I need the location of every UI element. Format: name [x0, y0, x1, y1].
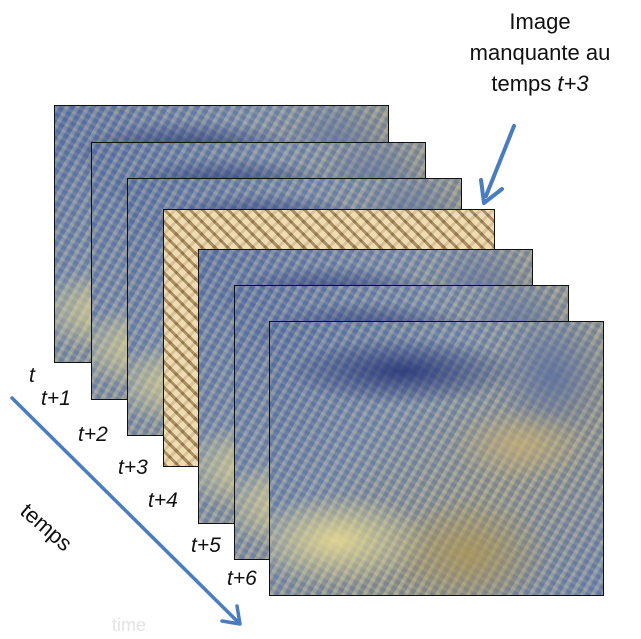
- time-label-t+6: t+6: [227, 567, 257, 590]
- time-label-t+5: t+5: [191, 534, 221, 557]
- annotation-arrow: [479, 124, 516, 205]
- annotation-time-t+3: t+3: [557, 71, 589, 96]
- annotation-line-3: temps t+3: [440, 68, 640, 99]
- time-label-t+3: t+3: [118, 456, 148, 479]
- time-label-t+1: t+1: [41, 387, 71, 410]
- watermark-text: time: [112, 615, 147, 635]
- time-label-t: t: [29, 364, 35, 387]
- annotation-line-1: Image: [509, 9, 571, 34]
- time-label-t+2: t+2: [78, 423, 108, 446]
- image-frame-t+6: [269, 321, 604, 596]
- annotation-temps-word: temps: [491, 71, 558, 96]
- time-axis-label: temps: [15, 498, 78, 557]
- annotation-line-2: manquante au: [469, 40, 611, 65]
- time-label-t+4: t+4: [148, 489, 178, 512]
- missing-image-annotation: Image manquante au temps t+3: [440, 6, 640, 99]
